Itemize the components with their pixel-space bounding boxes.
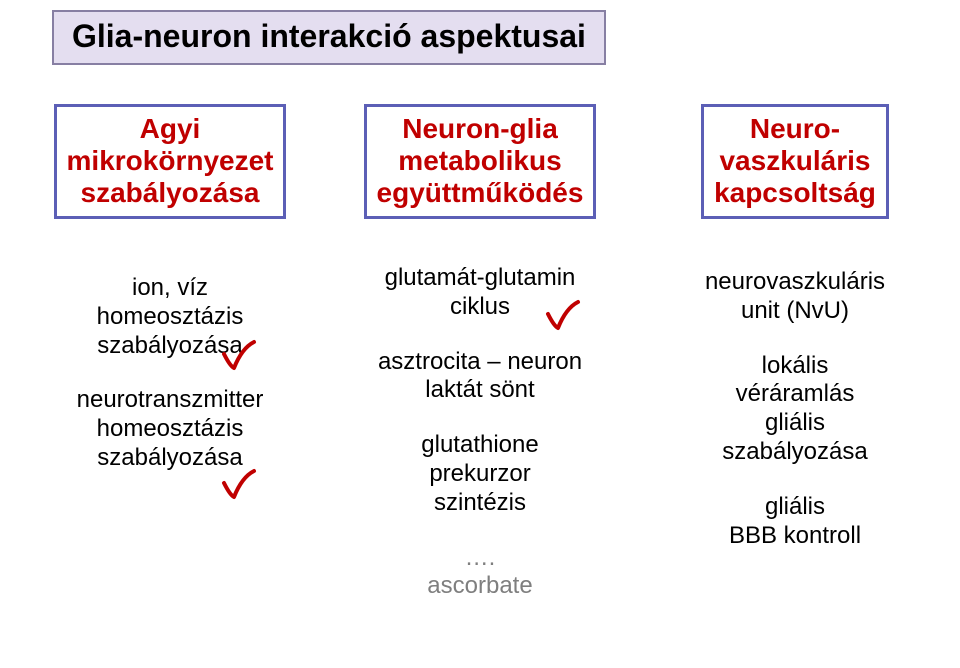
- col3-header-line: kapcsoltság: [714, 177, 876, 209]
- col2-footer-line: ….: [335, 544, 625, 573]
- col3-body: neurovaszkuláris unit (NvU) lokális vérá…: [650, 250, 940, 576]
- col2-body: glutamát-glutamin ciklus asztrocita – ne…: [335, 250, 625, 601]
- page-title: Glia-neuron interakció aspektusai: [72, 18, 586, 54]
- col2-footer: …. ascorbate: [335, 544, 625, 602]
- col3-item-line: gliális: [650, 493, 940, 522]
- col3-item-line: neurovaszkuláris: [650, 268, 940, 297]
- col3-item: lokális véráramlás gliális szabályozása: [650, 352, 940, 467]
- col1-item-line: szabályozása: [30, 332, 310, 361]
- page-title-box: Glia-neuron interakció aspektusai: [52, 10, 606, 65]
- col3-header-line: Neuro-: [714, 113, 876, 145]
- col2-item-line: szintézis: [335, 489, 625, 518]
- col3-item-line: unit (NvU): [650, 297, 940, 326]
- col2-item-line: prekurzor: [335, 460, 625, 489]
- col3-item: gliális BBB kontroll: [650, 493, 940, 551]
- col1-item-line: neurotranszmitter: [30, 386, 310, 415]
- col2-header-box: Neuron-glia metabolikus együttműködés: [335, 104, 625, 219]
- col1-item-line: homeosztázis: [30, 415, 310, 444]
- col3-header: Neuro- vaszkuláris kapcsoltság: [701, 104, 889, 219]
- col3-item-line: gliális: [650, 409, 940, 438]
- col2-footer-line: ascorbate: [335, 572, 625, 601]
- col1-body: ion, víz homeosztázis szabályozása neuro…: [30, 250, 310, 499]
- col1-header: Agyi mikrokörnyezet szabályozása: [54, 104, 287, 219]
- col2-header-line: metabolikus: [377, 145, 584, 177]
- col1-header-line: szabályozása: [67, 177, 274, 209]
- col2-header: Neuron-glia metabolikus együttműködés: [364, 104, 597, 219]
- col3-item: neurovaszkuláris unit (NvU): [650, 268, 940, 326]
- col2-item-line: glutamát-glutamin: [335, 264, 625, 293]
- col1-item-line: szabályozása: [30, 444, 310, 473]
- col3-header-line: vaszkuláris: [714, 145, 876, 177]
- col2-item-line: ciklus: [335, 293, 625, 322]
- col3-header-box: Neuro- vaszkuláris kapcsoltság: [650, 104, 940, 219]
- col2-item-line: glutathione: [335, 431, 625, 460]
- col1-item-line: ion, víz: [30, 274, 310, 303]
- col2-item-line: laktát sönt: [335, 376, 625, 405]
- col2-header-line: Neuron-glia: [377, 113, 584, 145]
- col1-header-line: Agyi: [67, 113, 274, 145]
- col3-item-line: lokális: [650, 352, 940, 381]
- col2-header-line: együttműködés: [377, 177, 584, 209]
- col3-item-line: szabályozása: [650, 438, 940, 467]
- col3-item-line: véráramlás: [650, 380, 940, 409]
- col3-item-line: BBB kontroll: [650, 522, 940, 551]
- col2-item: glutamát-glutamin ciklus: [335, 264, 625, 322]
- col1-item: neurotranszmitter homeosztázis szabályoz…: [30, 386, 310, 472]
- col1-item: ion, víz homeosztázis szabályozása: [30, 274, 310, 360]
- col1-header-line: mikrokörnyezet: [67, 145, 274, 177]
- col1-item-line: homeosztázis: [30, 303, 310, 332]
- col2-item: asztrocita – neuron laktát sönt: [335, 348, 625, 406]
- col2-item: glutathione prekurzor szintézis: [335, 431, 625, 517]
- page: Glia-neuron interakció aspektusai Agyi m…: [0, 0, 960, 668]
- col2-item-line: asztrocita – neuron: [335, 348, 625, 377]
- col1-header-box: Agyi mikrokörnyezet szabályozása: [30, 104, 310, 219]
